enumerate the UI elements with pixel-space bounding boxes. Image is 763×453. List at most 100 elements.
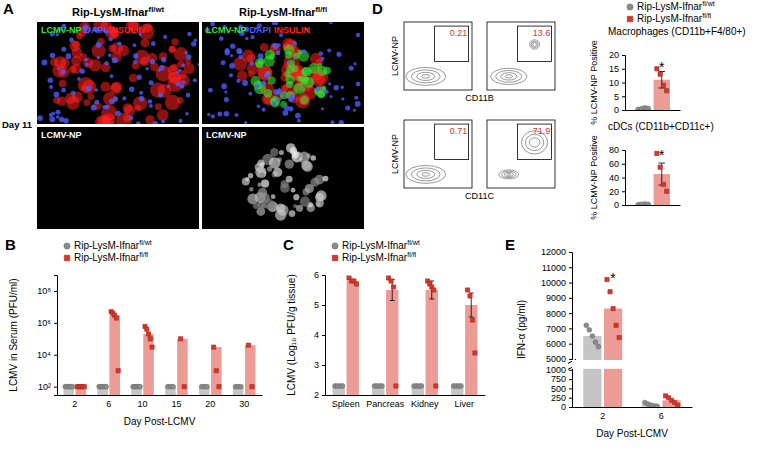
tick: 2 (72, 395, 77, 409)
tick-label: 1000 (546, 365, 566, 375)
tick-mark (622, 150, 625, 151)
image-background (37, 127, 199, 229)
point (179, 337, 183, 341)
dapi-signal (330, 120, 334, 124)
lcmv-gray-signal (259, 172, 264, 177)
dapi-signal (287, 60, 290, 63)
lcmv-gray-signal (257, 159, 264, 166)
point (611, 306, 615, 310)
contour (529, 138, 539, 147)
text-base: Rip-LysM-Ifnar (342, 240, 408, 251)
lcmv-signal (287, 91, 295, 99)
tick: 5 (614, 92, 625, 102)
lcmv-gray-signal (306, 154, 311, 159)
channel-label: INSULIN (109, 25, 145, 35)
tick-mark (622, 55, 625, 56)
contour (417, 170, 435, 178)
dapi-signal (276, 50, 281, 55)
contour (417, 72, 435, 80)
tick-mark (569, 313, 572, 314)
point (138, 384, 143, 389)
marks (63, 310, 256, 395)
lcmv-signal (285, 75, 295, 85)
lcmv-gray-signal (316, 199, 324, 207)
tick: 10² (38, 382, 57, 392)
annotation: * (659, 59, 665, 75)
dapi-signal (290, 94, 296, 100)
tick-mark (322, 395, 325, 396)
lcmv-signal (318, 91, 325, 98)
text-sup: fl/fl (139, 251, 148, 258)
tick-label: 11000 (542, 263, 566, 273)
tick: 4 (314, 330, 325, 340)
tick-label: 9000 (546, 293, 566, 303)
dapi-signal (211, 114, 215, 118)
axis-title: % LCMV-NP Positive (589, 135, 599, 219)
point (116, 369, 120, 373)
dapi-signal (163, 35, 167, 39)
tick-mark (569, 252, 572, 253)
point (432, 288, 436, 292)
tick: 0 (614, 105, 625, 115)
dapi-signal (102, 105, 105, 108)
dapi-signal (221, 83, 227, 89)
image-background (202, 127, 364, 229)
dapi-signal (349, 66, 354, 71)
dapi-signal (236, 48, 242, 54)
tick-label: 4 (314, 330, 319, 340)
text-base: Rip-LysM-Ifnar (239, 6, 316, 18)
bar (177, 339, 188, 395)
tick: Liver (455, 395, 475, 409)
dapi-signal (238, 55, 243, 60)
lcmv-gray-signal (296, 205, 303, 212)
dapi-signal (108, 53, 112, 57)
tick: 10 (609, 78, 625, 88)
dapi-signal (336, 52, 341, 57)
tick-mark (622, 205, 625, 206)
lcmv-gray-signal (248, 173, 253, 178)
point (114, 316, 118, 320)
lcmv-gray-signal (245, 177, 249, 181)
panel-label: E (505, 236, 515, 253)
point (665, 89, 669, 93)
dapi-signal (354, 96, 358, 100)
dapi-signal (186, 93, 191, 98)
dapi-signal (77, 77, 81, 81)
dapi-signal (110, 74, 114, 78)
tick-mark (569, 283, 572, 284)
x-axis: 2610152030 (58, 395, 263, 409)
bar (211, 347, 222, 395)
dapi-signal (230, 54, 233, 57)
point (434, 384, 438, 388)
marks (635, 67, 670, 110)
axis-line (569, 253, 573, 408)
dapi-signal (187, 32, 192, 37)
contour (499, 170, 519, 179)
tick-mark (622, 191, 625, 192)
x-axis: 26 (573, 407, 693, 421)
lcmv-gray-signal (261, 180, 269, 188)
dapi-signal (254, 84, 259, 89)
lcmv-signal (304, 76, 309, 81)
legend-symbol (627, 16, 632, 21)
point (473, 351, 477, 355)
contour (501, 73, 517, 80)
dapi-signal (149, 80, 154, 85)
lcmv-gray-signal (323, 176, 329, 182)
contour (531, 41, 538, 47)
tick: 15 (609, 64, 625, 74)
tick-label: Liver (455, 399, 475, 409)
tick: 3 (314, 360, 325, 370)
gate (518, 124, 552, 159)
dapi-signal (176, 82, 181, 87)
gate (518, 26, 552, 61)
contour (422, 75, 430, 79)
flow-plot: 0.71 (404, 120, 472, 188)
insulin-signal (53, 97, 60, 104)
tick: 6 (106, 395, 111, 409)
dapi-signal (295, 113, 301, 119)
dapi-signal (161, 57, 166, 62)
dapi-signal (329, 22, 333, 24)
dapi-signal (63, 118, 69, 124)
tick-mark (569, 298, 572, 299)
